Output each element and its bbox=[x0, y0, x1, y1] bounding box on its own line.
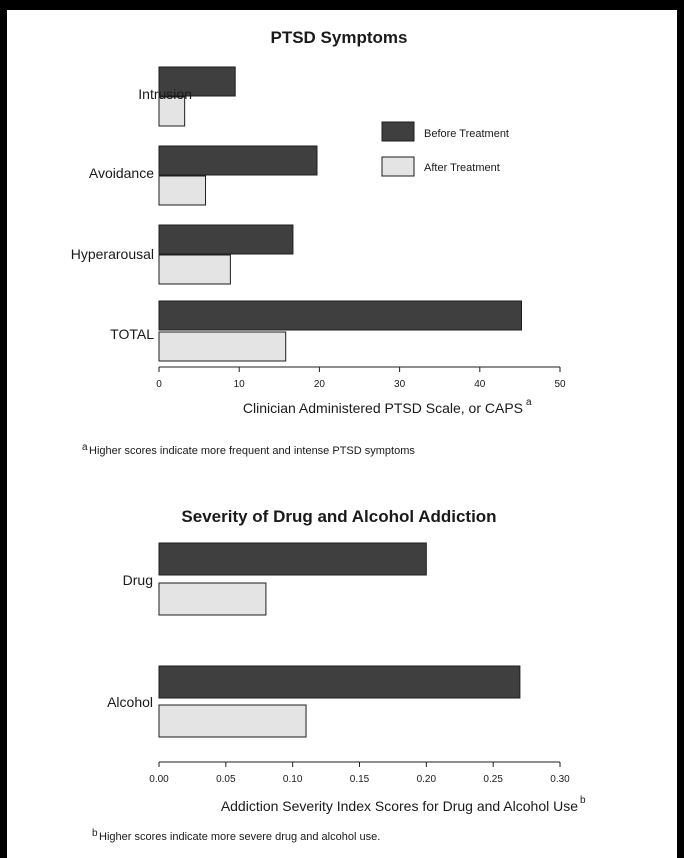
addiction-x-axis-ticks: 0.00 0.05 0.10 0.15 0.20 0.25 0.30 bbox=[149, 762, 570, 785]
ptsd-bar-before bbox=[158, 145, 318, 176]
addiction-x-tick-label: 0.05 bbox=[216, 774, 236, 785]
ptsd-bar-before bbox=[158, 300, 523, 331]
ptsd-footnote-marker: a bbox=[82, 442, 88, 453]
ptsd-bars bbox=[158, 66, 523, 362]
ptsd-x-tick-label: 40 bbox=[474, 379, 486, 390]
addiction-category-label: Drug bbox=[123, 572, 153, 588]
ptsd-bar-before bbox=[158, 66, 236, 97]
figure-panel: PTSD Symptoms 0 10 20 30 40 50 Intrusion Avoi… bbox=[7, 10, 677, 858]
ptsd-x-tick-label: 30 bbox=[394, 379, 406, 390]
legend-label-after: After Treatment bbox=[424, 162, 500, 174]
addiction-footnote: Higher scores indicate more severe drug … bbox=[99, 831, 380, 843]
addiction-chart-title: Severity of Drug and Alcohol Addiction bbox=[181, 507, 496, 526]
legend-label-before: Before Treatment bbox=[424, 128, 509, 140]
ptsd-chart-title: PTSD Symptoms bbox=[271, 28, 408, 47]
ptsd-bar-after bbox=[158, 331, 287, 362]
legend-swatch-after bbox=[381, 156, 415, 177]
addiction-x-tick-label: 0.25 bbox=[483, 774, 503, 785]
addiction-x-tick-label: 0.00 bbox=[149, 774, 169, 785]
addiction-x-tick-label: 0.10 bbox=[283, 774, 303, 785]
ptsd-category-label: Avoidance bbox=[89, 165, 154, 181]
addiction-chart: Severity of Drug and Alcohol Addiction 0… bbox=[92, 507, 586, 843]
ptsd-x-axis-ticks: 0 10 20 30 40 50 bbox=[156, 367, 566, 390]
ptsd-x-tick-label: 0 bbox=[156, 379, 162, 390]
legend-swatch-before bbox=[381, 121, 415, 142]
ptsd-category-label: Hyperarousal bbox=[71, 246, 154, 262]
addiction-bar-after bbox=[158, 582, 267, 616]
addiction-x-tick-label: 0.30 bbox=[550, 774, 570, 785]
addiction-x-axis-label: Addiction Severity Index Scores for Drug… bbox=[221, 798, 578, 814]
ptsd-x-tick-label: 20 bbox=[314, 379, 326, 390]
ptsd-bar-before bbox=[158, 224, 294, 255]
addiction-x-axis-label-superscript: b bbox=[580, 795, 586, 806]
ptsd-chart: PTSD Symptoms 0 10 20 30 40 50 Intrusion Avoi… bbox=[71, 28, 566, 457]
ptsd-x-tick-label: 50 bbox=[554, 379, 566, 390]
ptsd-x-axis-label-superscript: a bbox=[526, 397, 532, 408]
ptsd-x-tick-label: 10 bbox=[234, 379, 246, 390]
legend: Before Treatment After Treatment bbox=[381, 121, 509, 177]
addiction-footnote-marker: b bbox=[92, 828, 98, 839]
addiction-x-tick-label: 0.20 bbox=[417, 774, 437, 785]
addiction-bar-after bbox=[158, 704, 307, 738]
ptsd-x-axis-label: Clinician Administered PTSD Scale, or CA… bbox=[243, 400, 523, 416]
addiction-bars bbox=[158, 542, 521, 738]
ptsd-bar-after bbox=[158, 254, 231, 285]
ptsd-category-label: Intrusion bbox=[138, 86, 192, 102]
addiction-bar-before bbox=[158, 542, 427, 576]
chart-canvas: PTSD Symptoms 0 10 20 30 40 50 Intrusion Avoi… bbox=[71, 28, 586, 843]
addiction-bar-before bbox=[158, 665, 521, 699]
addiction-category-label: Alcohol bbox=[107, 694, 153, 710]
ptsd-bar-after bbox=[158, 96, 186, 127]
ptsd-footnote: Higher scores indicate more frequent and… bbox=[89, 445, 415, 457]
ptsd-bar-after bbox=[158, 175, 207, 206]
addiction-x-tick-label: 0.15 bbox=[350, 774, 370, 785]
ptsd-category-label: TOTAL bbox=[110, 326, 154, 342]
